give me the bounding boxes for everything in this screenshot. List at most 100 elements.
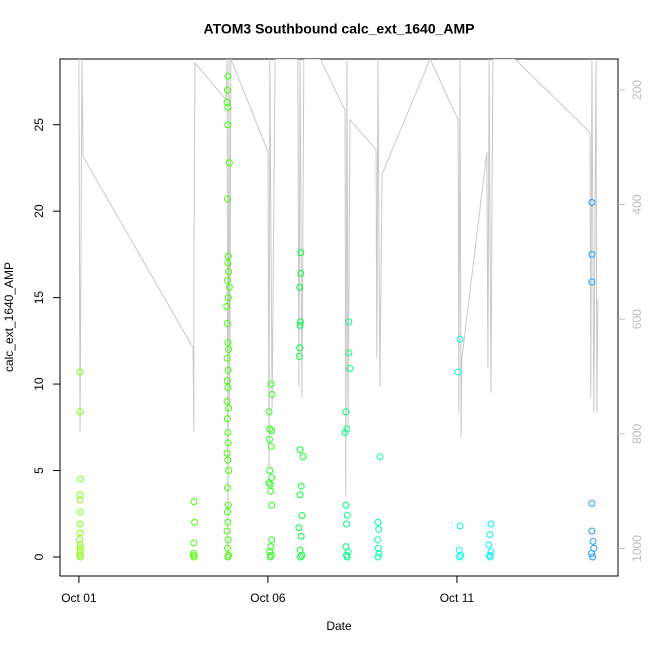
point xyxy=(299,453,307,461)
point xyxy=(588,527,596,535)
point xyxy=(224,384,232,392)
point xyxy=(268,427,276,435)
point xyxy=(266,480,274,488)
point xyxy=(344,548,352,556)
point xyxy=(342,501,350,509)
point xyxy=(224,103,232,111)
point xyxy=(76,553,84,561)
point xyxy=(265,435,273,443)
point xyxy=(76,508,84,516)
point xyxy=(224,501,232,509)
point xyxy=(588,278,596,286)
y2-tick-label: 600 xyxy=(630,309,644,329)
point xyxy=(76,368,84,376)
point xyxy=(224,456,232,464)
point xyxy=(266,467,274,475)
point xyxy=(296,283,304,291)
point xyxy=(456,335,464,343)
point xyxy=(267,442,275,450)
point xyxy=(267,543,275,551)
point xyxy=(297,482,305,490)
y-tick-label: 10 xyxy=(32,377,46,391)
point xyxy=(223,320,231,328)
point xyxy=(295,524,303,532)
point xyxy=(267,487,275,495)
point xyxy=(588,199,596,207)
point xyxy=(342,408,350,416)
point xyxy=(76,548,84,556)
point xyxy=(225,268,233,276)
point xyxy=(374,518,382,526)
point xyxy=(267,551,275,559)
point xyxy=(223,377,231,385)
point xyxy=(296,446,304,454)
point xyxy=(223,302,231,310)
point xyxy=(190,498,198,506)
point xyxy=(266,548,274,556)
point xyxy=(485,541,493,549)
point xyxy=(190,553,198,561)
point xyxy=(343,511,351,519)
point xyxy=(588,250,596,258)
point xyxy=(76,475,84,483)
point xyxy=(487,548,495,556)
point xyxy=(224,553,232,561)
point xyxy=(343,425,351,433)
y-tick-label: 20 xyxy=(32,204,46,218)
point xyxy=(224,366,232,374)
point xyxy=(346,365,354,373)
plot-frame xyxy=(59,58,619,577)
point xyxy=(454,368,462,376)
point xyxy=(223,544,231,552)
point xyxy=(376,453,384,461)
point xyxy=(456,522,464,530)
point xyxy=(298,511,306,519)
point xyxy=(224,518,232,526)
point xyxy=(266,553,274,561)
point xyxy=(223,354,231,362)
point xyxy=(343,520,351,528)
point xyxy=(341,428,349,436)
point xyxy=(224,339,232,347)
point xyxy=(224,72,232,80)
point xyxy=(76,520,84,528)
point xyxy=(224,536,232,544)
point xyxy=(486,531,494,539)
point xyxy=(296,321,304,329)
point xyxy=(76,408,84,416)
point xyxy=(374,536,382,544)
point xyxy=(223,449,231,457)
y2-tick-label: 200 xyxy=(630,80,644,100)
x-tick-label: Oct 06 xyxy=(250,591,286,605)
point xyxy=(296,491,304,499)
point xyxy=(296,318,304,326)
point xyxy=(223,508,231,516)
point xyxy=(224,439,232,447)
point xyxy=(224,428,232,436)
y-axis-title: calc_ext_1640_AMP xyxy=(2,262,16,372)
point xyxy=(225,345,233,353)
point xyxy=(76,529,84,537)
point xyxy=(224,294,232,302)
point xyxy=(224,252,232,260)
x-tick-label: Oct 01 xyxy=(61,591,97,605)
point xyxy=(224,121,232,129)
point xyxy=(223,98,231,106)
point xyxy=(456,553,464,561)
point xyxy=(268,536,276,544)
point xyxy=(223,527,231,535)
depth-line xyxy=(78,59,599,557)
point xyxy=(76,544,84,552)
point xyxy=(297,269,305,277)
point xyxy=(297,249,305,257)
point xyxy=(223,86,231,94)
y-tick-label: 5 xyxy=(32,467,46,474)
point xyxy=(76,541,84,549)
point xyxy=(190,539,198,547)
point xyxy=(298,551,306,559)
point xyxy=(225,283,233,291)
point xyxy=(76,496,84,504)
point xyxy=(76,536,84,544)
